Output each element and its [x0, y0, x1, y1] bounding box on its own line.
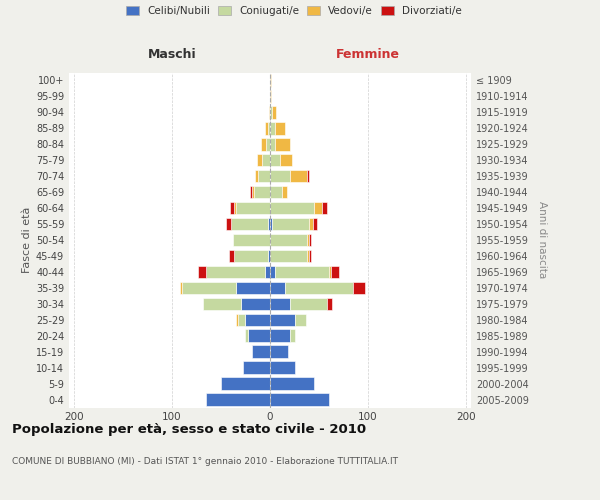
- Bar: [268, 122, 270, 134]
- Bar: [236, 314, 238, 326]
- Bar: [206, 394, 270, 406]
- Bar: [268, 250, 270, 262]
- Bar: [245, 330, 248, 342]
- Bar: [270, 218, 272, 230]
- Bar: [234, 250, 268, 262]
- Bar: [229, 250, 234, 262]
- Bar: [290, 170, 307, 182]
- Text: Maschi: Maschi: [148, 48, 196, 62]
- Bar: [245, 314, 270, 326]
- Bar: [231, 218, 268, 230]
- Bar: [270, 346, 287, 358]
- Bar: [290, 298, 327, 310]
- Bar: [257, 154, 262, 166]
- Bar: [314, 202, 322, 214]
- Bar: [270, 74, 271, 86]
- Y-axis label: Fasce di età: Fasce di età: [22, 207, 32, 273]
- Bar: [329, 266, 331, 278]
- Bar: [248, 330, 270, 342]
- Bar: [309, 218, 313, 230]
- Bar: [270, 298, 290, 310]
- Bar: [253, 186, 254, 198]
- Bar: [275, 138, 290, 150]
- Bar: [272, 106, 276, 118]
- Bar: [290, 330, 295, 342]
- Text: COMUNE DI BUBBIANO (MI) - Dati ISTAT 1° gennaio 2010 - Elaborazione TUTTITALIA.I: COMUNE DI BUBBIANO (MI) - Dati ISTAT 1° …: [12, 458, 398, 466]
- Bar: [285, 282, 353, 294]
- Bar: [265, 266, 270, 278]
- Bar: [309, 234, 311, 246]
- Bar: [272, 218, 309, 230]
- Y-axis label: Anni di nascita: Anni di nascita: [537, 202, 547, 278]
- Bar: [270, 362, 295, 374]
- Bar: [236, 282, 270, 294]
- Bar: [353, 282, 365, 294]
- Bar: [270, 170, 290, 182]
- Bar: [250, 186, 253, 198]
- Bar: [309, 250, 311, 262]
- Bar: [226, 218, 231, 230]
- Bar: [238, 314, 245, 326]
- Bar: [307, 250, 309, 262]
- Bar: [295, 314, 306, 326]
- Bar: [255, 170, 258, 182]
- Bar: [275, 266, 329, 278]
- Bar: [254, 186, 270, 198]
- Bar: [270, 378, 314, 390]
- Bar: [327, 298, 332, 310]
- Bar: [282, 186, 287, 198]
- Bar: [270, 394, 329, 406]
- Bar: [242, 362, 270, 374]
- Bar: [230, 202, 234, 214]
- Bar: [203, 298, 241, 310]
- Bar: [221, 378, 270, 390]
- Bar: [253, 346, 270, 358]
- Bar: [262, 154, 270, 166]
- Bar: [268, 218, 270, 230]
- Bar: [270, 250, 307, 262]
- Bar: [270, 154, 280, 166]
- Bar: [270, 106, 272, 118]
- Bar: [270, 282, 285, 294]
- Bar: [180, 282, 182, 294]
- Bar: [266, 138, 270, 150]
- Bar: [199, 266, 206, 278]
- Bar: [275, 122, 285, 134]
- Bar: [236, 202, 270, 214]
- Bar: [313, 218, 317, 230]
- Bar: [270, 122, 275, 134]
- Bar: [269, 106, 270, 118]
- Text: Femmine: Femmine: [336, 48, 400, 62]
- Text: Popolazione per età, sesso e stato civile - 2010: Popolazione per età, sesso e stato civil…: [12, 422, 366, 436]
- Bar: [280, 154, 292, 166]
- Bar: [270, 330, 290, 342]
- Bar: [206, 266, 265, 278]
- Bar: [234, 202, 236, 214]
- Bar: [270, 266, 275, 278]
- Bar: [307, 170, 309, 182]
- Bar: [270, 202, 314, 214]
- Bar: [261, 138, 266, 150]
- Bar: [258, 170, 270, 182]
- Bar: [322, 202, 327, 214]
- Bar: [270, 186, 282, 198]
- Bar: [270, 90, 271, 102]
- Bar: [241, 298, 270, 310]
- Bar: [270, 314, 295, 326]
- Bar: [307, 234, 309, 246]
- Bar: [270, 234, 307, 246]
- Bar: [233, 234, 270, 246]
- Bar: [270, 138, 275, 150]
- Bar: [331, 266, 338, 278]
- Bar: [265, 122, 268, 134]
- Legend: Celibi/Nubili, Coniugati/e, Vedovi/e, Divorziati/e: Celibi/Nubili, Coniugati/e, Vedovi/e, Di…: [123, 2, 465, 19]
- Bar: [182, 282, 236, 294]
